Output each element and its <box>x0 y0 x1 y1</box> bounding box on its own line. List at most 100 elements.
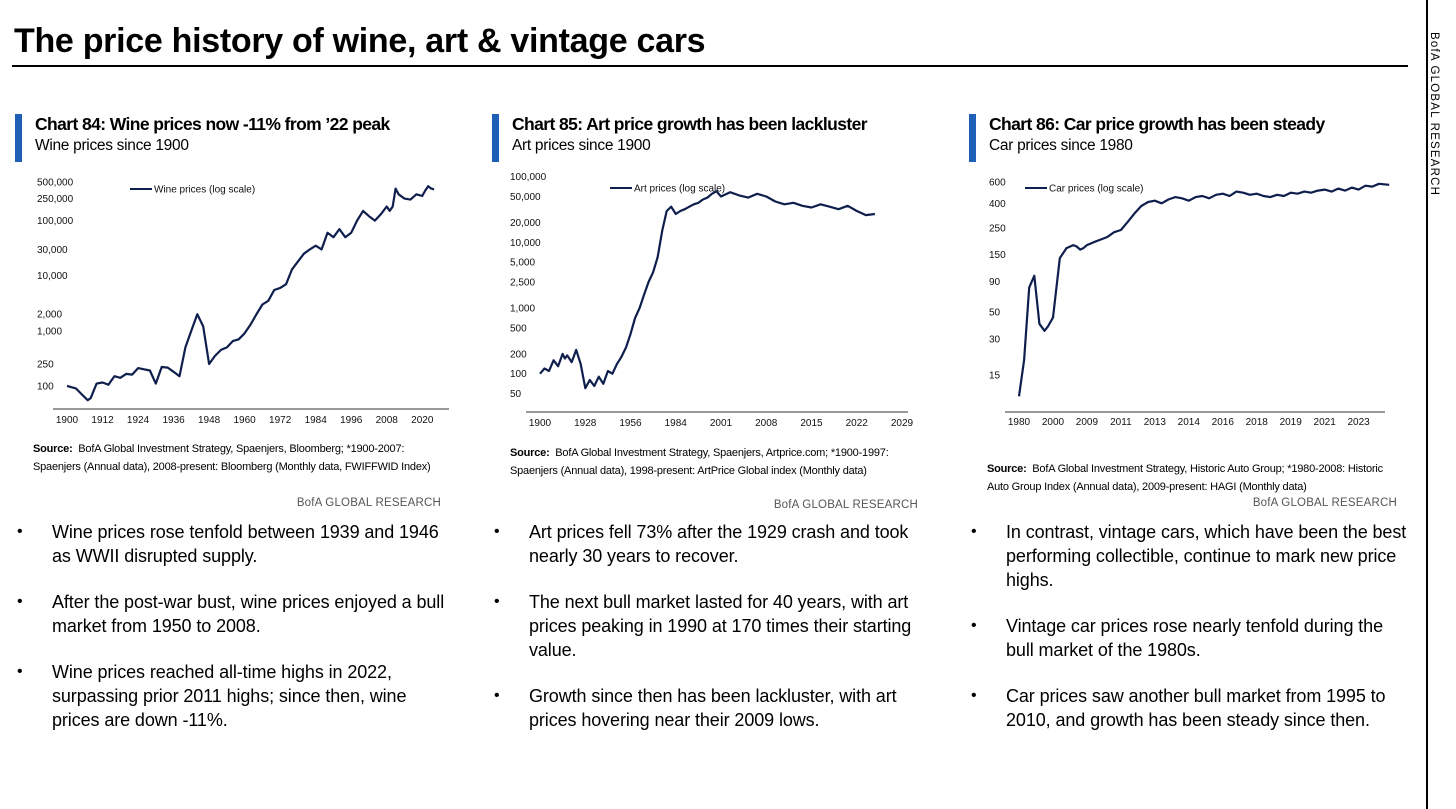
x-tick-label: 2009 <box>1076 417 1099 428</box>
chart-title: Chart 84: Wine prices now -11% from ’22 … <box>35 114 390 134</box>
x-tick-label: 2016 <box>1212 417 1235 428</box>
chart-title: Chart 85: Art price growth has been lack… <box>512 114 868 134</box>
x-tick-label: 1980 <box>1008 417 1031 428</box>
y-tick-label: 100,000 <box>37 216 74 227</box>
x-tick-label: 1948 <box>198 415 221 426</box>
source-label: Source: <box>33 443 73 455</box>
y-tick-label: 250 <box>37 359 54 370</box>
chart-source: Source: BofA Global Investment Strategy,… <box>510 444 920 480</box>
chart-legend: Car prices (log scale) <box>1025 184 1143 195</box>
y-tick-label: 100 <box>37 381 54 392</box>
chart-source: Source: BofA Global Investment Strategy,… <box>987 460 1397 496</box>
bullet-item: • Growth since then has been lackluster, … <box>494 686 897 730</box>
bullet-icon: • <box>494 687 500 704</box>
y-tick-label: 250,000 <box>37 194 74 205</box>
bullet-item: • In contrast, vintage cars, which have b… <box>971 522 1407 590</box>
page-title: The price history of wine, art & vintage… <box>14 22 706 60</box>
chart-header: Chart 85: Art price growth has been lack… <box>492 114 932 162</box>
chart-credit: BofA GLOBAL RESEARCH <box>1252 497 1397 509</box>
accent-bar <box>969 114 976 162</box>
x-tick-label: 1912 <box>91 415 114 426</box>
y-tick-label: 1,000 <box>510 304 535 315</box>
chart-panel-art: Chart 85: Art price growth has been lack… <box>492 110 932 790</box>
x-tick-label: 2021 <box>1314 417 1337 428</box>
y-tick-label: 10,000 <box>37 271 68 282</box>
source-text: BofA Global Investment Strategy, Spaenje… <box>510 447 889 477</box>
y-tick-label: 10,000 <box>510 238 541 249</box>
chart-source: Source: BofA Global Investment Strategy,… <box>33 440 443 476</box>
bullet-item: • After the post-war bust, wine prices en… <box>17 592 445 636</box>
wine-price-chart: 1900 1912 1924 1936 1948 1960 1972 1984 1996 2008… <box>37 178 449 426</box>
series-line <box>1017 182 1390 397</box>
y-tick-label: 15 <box>989 371 1001 382</box>
x-tick-label: 2001 <box>710 418 733 429</box>
y-tick-label: 50 <box>989 308 1001 319</box>
x-tick-label: 1924 <box>127 415 150 426</box>
x-tick-label: 1984 <box>305 415 328 426</box>
x-tick-label: 1972 <box>269 415 292 426</box>
chart-credit: BofA GLOBAL RESEARCH <box>296 497 441 509</box>
bullet-item: • Wine prices reached all-time highs in 2… <box>17 662 407 730</box>
bullet-icon: • <box>494 523 500 540</box>
y-tick-label: 2,000 <box>37 310 62 321</box>
car-price-chart: 1980 2000 2009 2011 2013 2014 2016 2018 2019 2021… <box>989 178 1390 428</box>
chart-panel-wine: Chart 84: Wine prices now -11% from ’22 … <box>15 110 455 790</box>
y-tick-label: 100 <box>510 369 527 380</box>
x-tick-label: 2011 <box>1110 417 1132 428</box>
source-label: Source: <box>510 447 550 459</box>
bullet-item: • Car prices saw another bull market from… <box>971 686 1386 730</box>
y-tick-label: 500,000 <box>37 178 74 189</box>
chart-subtitle: Car prices since 1980 <box>989 137 1133 154</box>
y-tick-label: 200 <box>510 349 527 360</box>
chart-header: Chart 86: Car price growth has been stea… <box>969 114 1409 162</box>
y-tick-label: 2,500 <box>510 277 535 288</box>
side-research-label: BofA GLOBAL RESEARCH <box>1428 32 1440 197</box>
bullet-list: • Art prices fell 73% after the 1929 cras… <box>492 520 932 754</box>
chart-legend: Art prices (log scale) <box>610 184 725 195</box>
accent-bar <box>492 114 499 162</box>
x-tick-label: 2014 <box>1178 417 1201 428</box>
chart-title: Chart 86: Car price growth has been stea… <box>989 114 1325 134</box>
chart-panel-cars: Chart 86: Car price growth has been stea… <box>969 110 1409 790</box>
series-line <box>66 185 435 402</box>
x-tick-label: 2022 <box>846 418 869 429</box>
x-tick-label: 2018 <box>1246 417 1269 428</box>
source-text: BofA Global Investment Strategy, Spaenje… <box>33 443 431 473</box>
bullet-icon: • <box>494 593 500 610</box>
x-tick-label: 2019 <box>1280 417 1303 428</box>
x-tick-label: 1956 <box>619 418 642 429</box>
source-text: BofA Global Investment Strategy, Histori… <box>987 463 1383 493</box>
bullet-item: • Wine prices rose tenfold between 1939 a… <box>17 522 439 566</box>
art-price-chart: 1900 1928 1956 1984 2001 2008 2015 2022 2029 100,… <box>510 172 914 429</box>
x-tick-label: 1900 <box>56 415 79 426</box>
x-tick-label: 2000 <box>1042 417 1065 428</box>
x-tick-label: 2023 <box>1347 417 1370 428</box>
legend-label: Wine prices (log scale) <box>154 185 255 196</box>
chart-legend: Wine prices (log scale) <box>130 185 255 196</box>
y-tick-label: 1,000 <box>37 326 62 337</box>
chart-header: Chart 84: Wine prices now -11% from ’22 … <box>15 114 455 162</box>
chart-subtitle: Wine prices since 1900 <box>35 137 189 154</box>
series-line <box>539 190 876 390</box>
bullet-icon: • <box>971 523 977 540</box>
bullet-item: • Vintage car prices rose nearly tenfold … <box>971 616 1383 660</box>
chart-credit: BofA GLOBAL RESEARCH <box>773 499 918 511</box>
accent-bar <box>15 114 22 162</box>
y-tick-label: 5,000 <box>510 258 535 269</box>
y-tick-label: 250 <box>989 223 1006 234</box>
bullet-icon: • <box>17 523 23 540</box>
y-tick-label: 150 <box>989 250 1006 261</box>
bullet-icon: • <box>971 617 977 634</box>
y-tick-label: 500 <box>510 323 527 334</box>
x-tick-label: 2029 <box>891 418 914 429</box>
x-tick-label: 2015 <box>800 418 823 429</box>
y-tick-label: 50,000 <box>510 192 541 203</box>
y-tick-label: 100,000 <box>510 172 547 183</box>
y-tick-label: 30,000 <box>37 245 68 256</box>
chart-subtitle: Art prices since 1900 <box>512 137 651 154</box>
bullet-item: • The next bull market lasted for 40 year… <box>494 592 912 660</box>
x-tick-label: 1900 <box>529 418 552 429</box>
bullet-list: • Wine prices rose tenfold between 1939 a… <box>15 520 455 754</box>
x-tick-label: 2008 <box>755 418 778 429</box>
side-divider <box>1426 0 1428 809</box>
